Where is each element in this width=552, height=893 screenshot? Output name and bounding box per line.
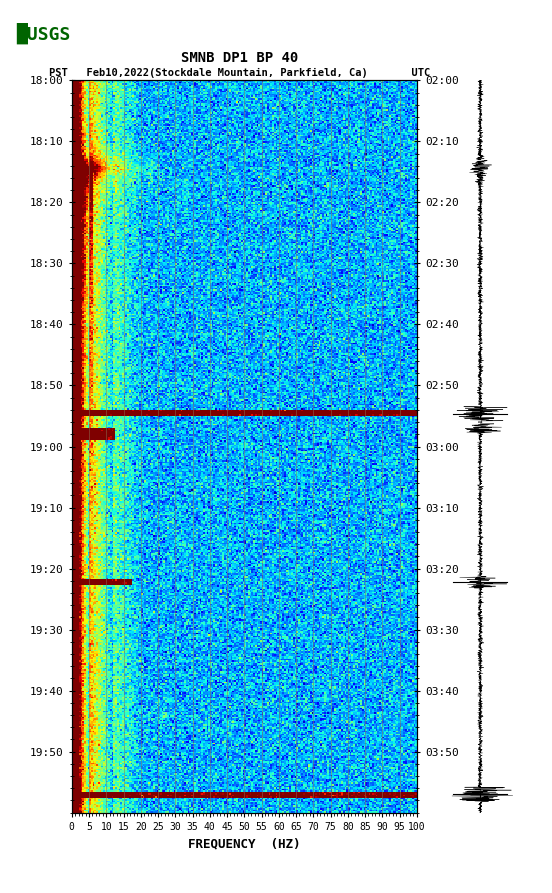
Text: PST   Feb10,2022(Stockdale Mountain, Parkfield, Ca)       UTC: PST Feb10,2022(Stockdale Mountain, Parkf… (50, 68, 431, 79)
X-axis label: FREQUENCY  (HZ): FREQUENCY (HZ) (188, 838, 300, 850)
Text: SMNB DP1 BP 40: SMNB DP1 BP 40 (182, 51, 299, 65)
Text: █USGS: █USGS (17, 22, 71, 44)
